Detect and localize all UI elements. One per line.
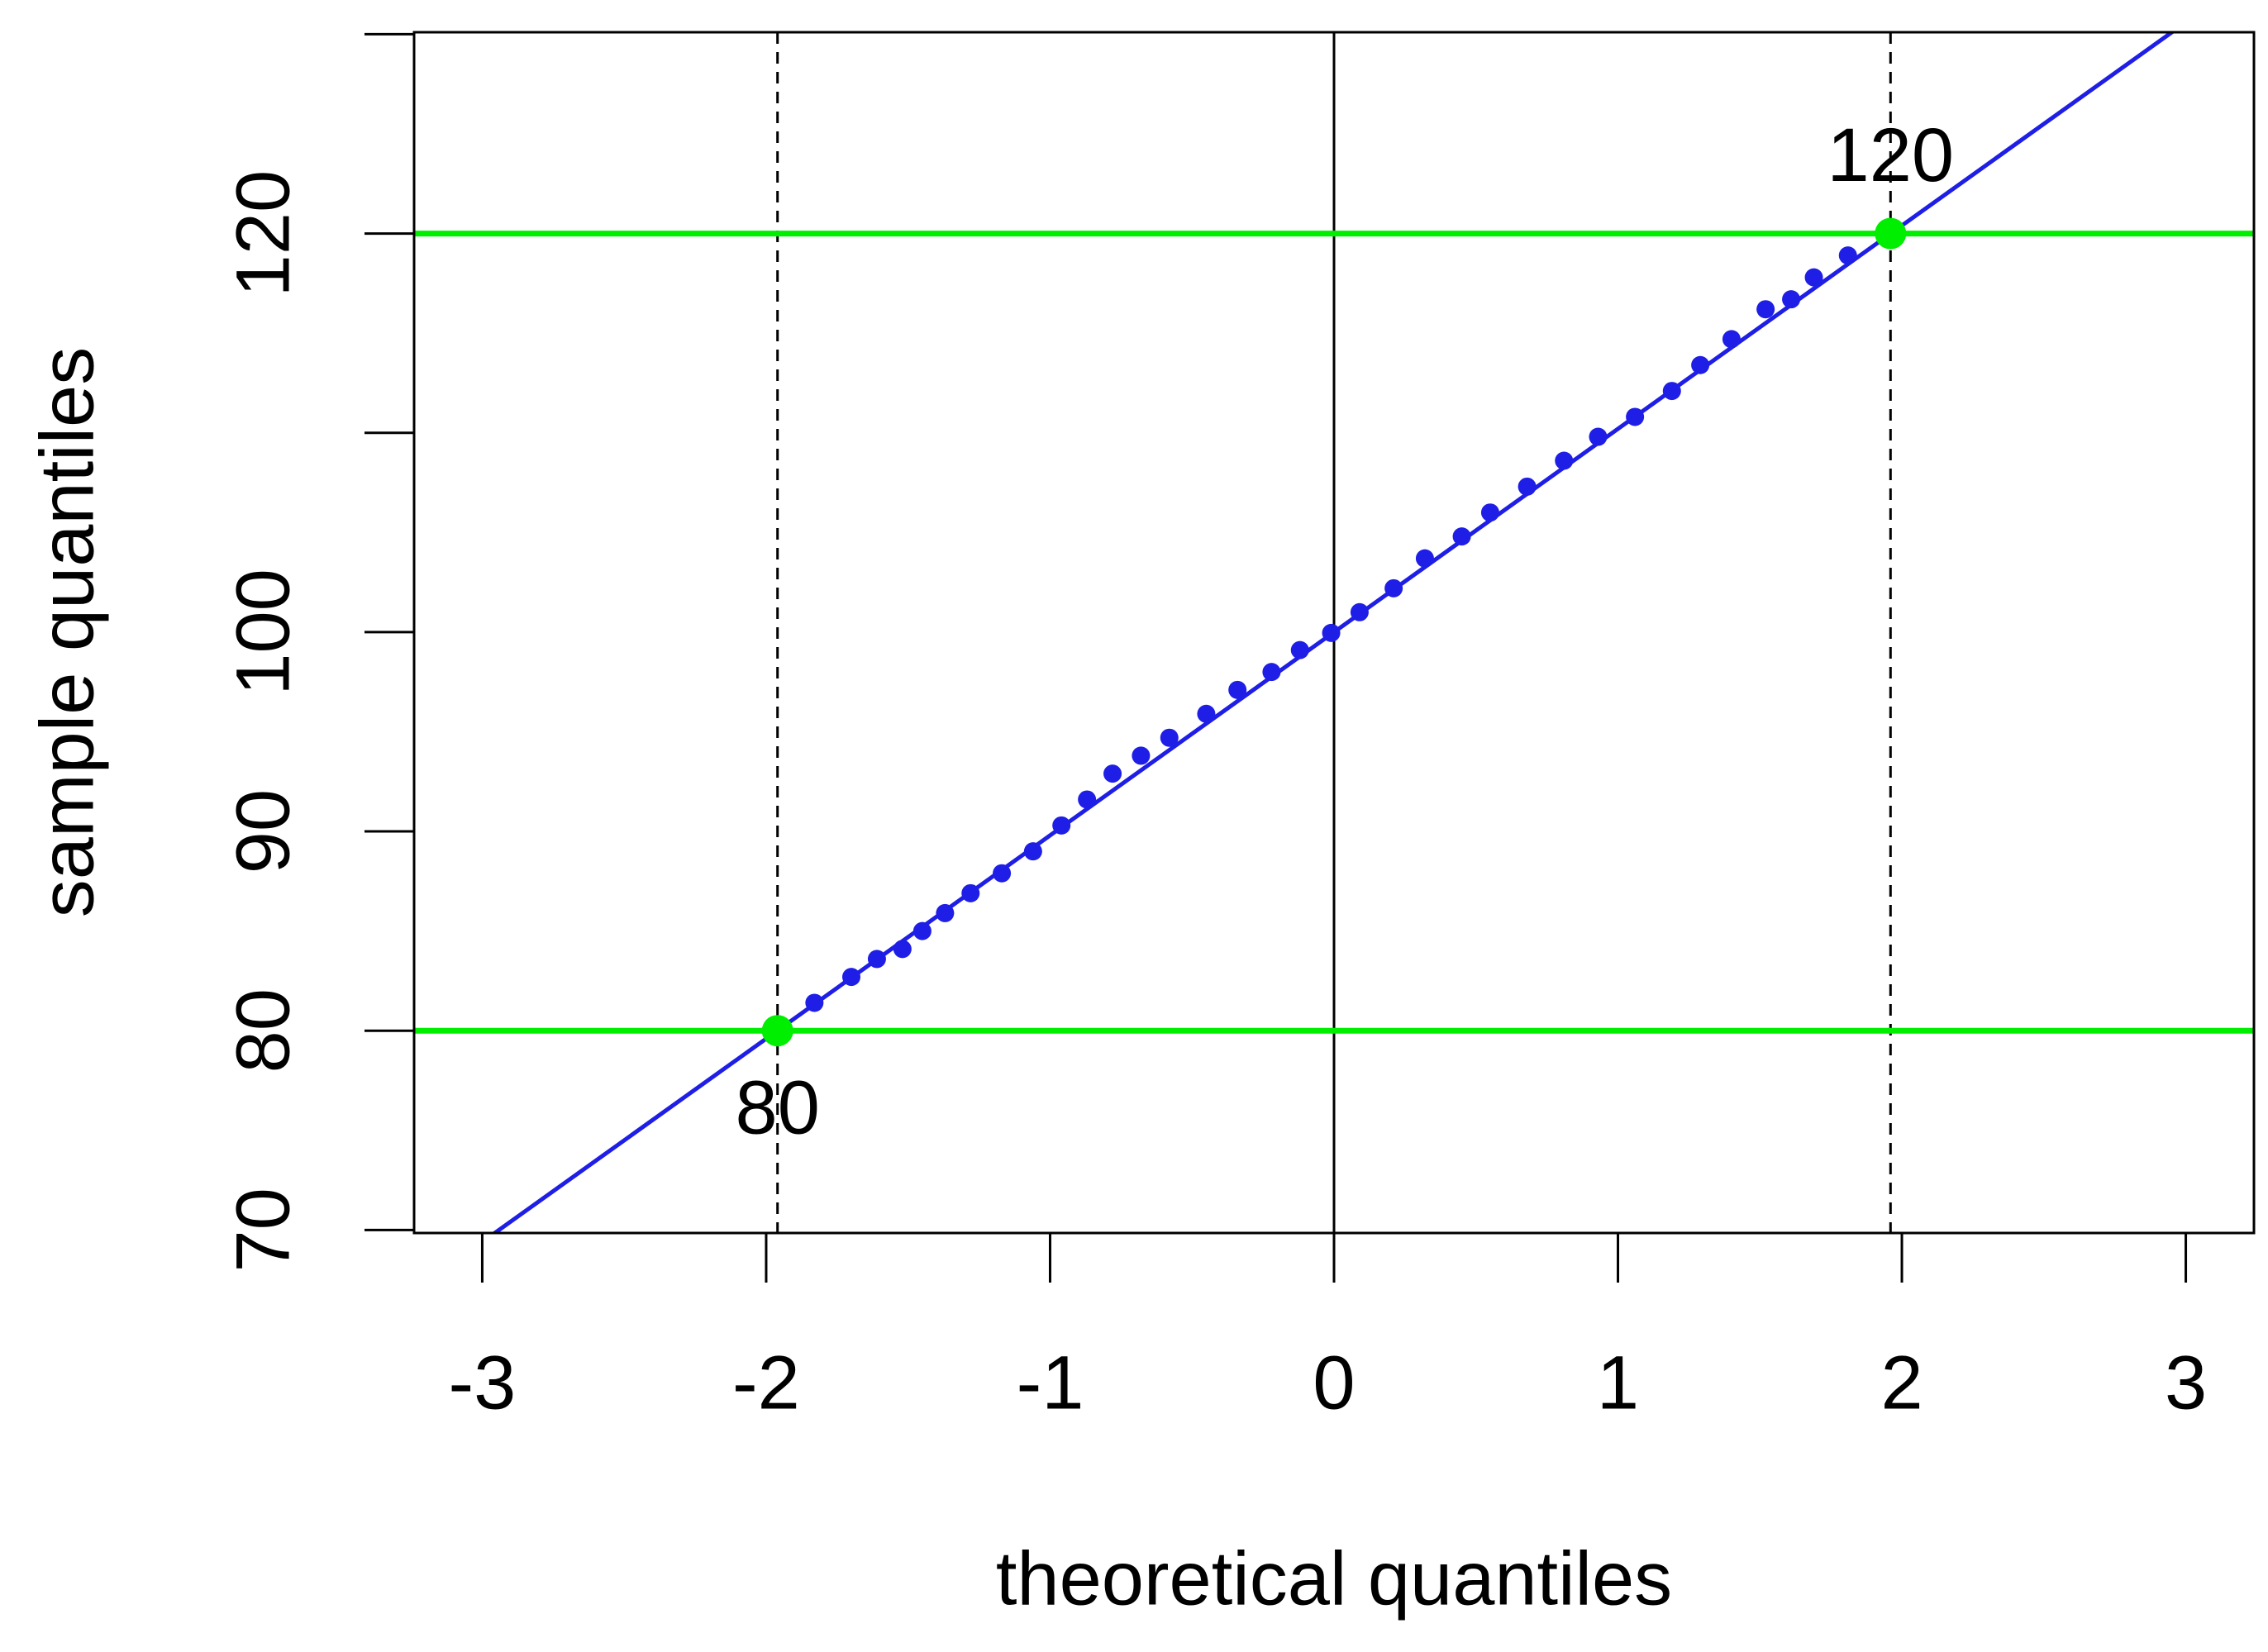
x-tick-label: -3 xyxy=(449,1340,517,1425)
data-point xyxy=(1782,290,1801,309)
highlight-point xyxy=(1875,217,1907,250)
y-tick-label: 100 xyxy=(221,569,305,696)
data-point xyxy=(912,921,932,940)
data-point xyxy=(1262,663,1281,682)
highlight-point xyxy=(761,1015,793,1047)
data-point xyxy=(1626,407,1645,426)
data-point xyxy=(1756,300,1775,319)
data-point xyxy=(1480,503,1499,522)
data-point xyxy=(961,883,980,902)
y-axis-title: sample quantiles xyxy=(25,347,109,917)
data-point xyxy=(1052,816,1071,835)
data-point xyxy=(1350,602,1369,621)
data-point xyxy=(1555,451,1574,470)
data-point xyxy=(993,864,1012,883)
plot-area xyxy=(414,32,2254,1233)
y-tick-label: 120 xyxy=(221,170,305,298)
x-tick-label: -1 xyxy=(1017,1340,1084,1425)
data-point xyxy=(936,903,955,922)
y-tick-label: 90 xyxy=(221,789,305,874)
data-point xyxy=(1023,842,1042,861)
data-point xyxy=(1197,704,1216,723)
data-point xyxy=(893,940,912,959)
y-tick-label: 70 xyxy=(221,1188,305,1272)
y-tick-label: 80 xyxy=(221,988,305,1073)
x-tick-label: 3 xyxy=(2165,1340,2207,1425)
data-point xyxy=(1322,623,1341,642)
data-point xyxy=(1290,640,1309,659)
data-point xyxy=(1103,764,1122,783)
data-point xyxy=(1838,246,1857,265)
data-point xyxy=(1415,549,1434,568)
data-point xyxy=(805,993,824,1012)
x-axis-title: theoretical quantiles xyxy=(996,1536,1672,1621)
data-point xyxy=(867,950,886,969)
data-point xyxy=(1132,746,1151,765)
data-point xyxy=(1691,355,1710,374)
data-point xyxy=(1160,728,1179,747)
data-point xyxy=(1228,680,1247,699)
data-point xyxy=(1662,382,1681,401)
x-tick-label: 0 xyxy=(1313,1340,1355,1425)
data-point xyxy=(1518,477,1537,496)
x-tick-label: -2 xyxy=(732,1340,800,1425)
x-tick-label: 2 xyxy=(1880,1340,1923,1425)
annotation-label: 80 xyxy=(736,1066,820,1150)
data-point xyxy=(1722,330,1741,349)
data-point xyxy=(1804,268,1823,287)
x-tick-label: 1 xyxy=(1597,1340,1639,1425)
data-point xyxy=(1384,578,1403,597)
data-point xyxy=(1589,427,1608,446)
data-point xyxy=(1078,790,1097,809)
data-point xyxy=(1452,527,1471,546)
data-point xyxy=(842,968,861,987)
annotation-label: 120 xyxy=(1827,113,1955,198)
